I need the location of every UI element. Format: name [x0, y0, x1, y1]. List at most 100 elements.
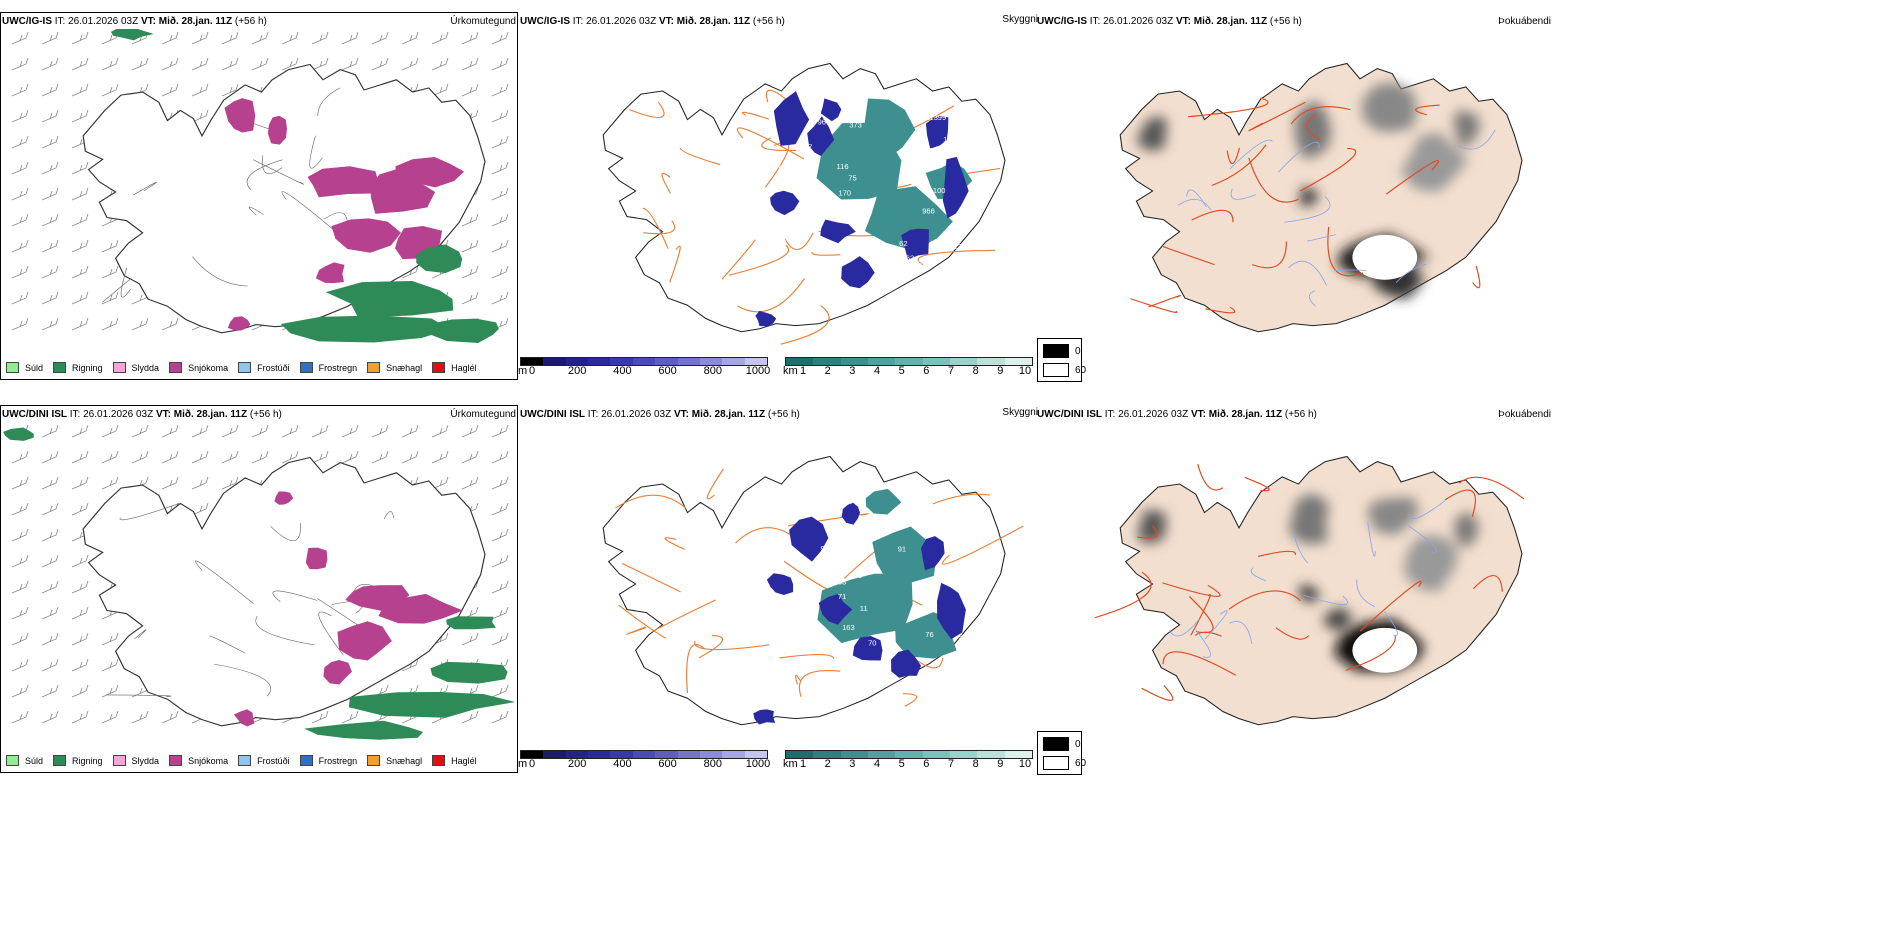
legend-item: Frostúði: [238, 362, 290, 373]
snow-patch: [274, 491, 294, 505]
wind-barb: [41, 135, 59, 149]
wind-barb: [491, 57, 509, 71]
colorbar-tick: 5: [898, 758, 905, 770]
wind-barb: [461, 450, 479, 464]
wind-barb: [371, 424, 389, 438]
visibility-value-label: 76: [925, 630, 933, 639]
fog-indicator-area: [1289, 493, 1329, 545]
wind-barb: [161, 424, 179, 438]
road-line: [1299, 147, 1357, 192]
visibility-value-label: 91: [898, 545, 906, 554]
river-line: [1293, 533, 1309, 564]
wind-barb: [281, 424, 299, 438]
colorbar-segment: [565, 358, 589, 365]
glacier-area: [1352, 234, 1418, 280]
river-line: [1229, 139, 1273, 170]
road-line: [779, 654, 835, 660]
panel-title-visibility: Skyggni: [1002, 14, 1038, 25]
road-line: [192, 256, 248, 287]
colorbar-tick: 3: [849, 758, 856, 770]
init-time: IT: 26.01.2026 03Z: [1089, 16, 1174, 27]
river-line: [1307, 234, 1336, 242]
road-line: [629, 101, 665, 119]
panel-header: UWC/DINI ISL IT: 26.01.2026 03Z VT: Mið.…: [2, 409, 282, 421]
fog-indicator-area: [1298, 185, 1318, 207]
fog-map: [1094, 455, 1525, 726]
wind-barb: [71, 31, 89, 45]
river-line: [1168, 618, 1200, 637]
glacier-area: [1352, 627, 1418, 673]
river-line: [1250, 567, 1267, 582]
precip-type-panel: UWC/IG-IS IT: 26.01.2026 03Z VT: Mið. 28…: [0, 12, 520, 382]
colorbar-segment: [632, 358, 656, 365]
panel-header: UWC/DINI ISL IT: 26.01.2026 03Z VT: Mið.…: [1037, 409, 1317, 421]
init-time: IT: 26.01.2026 03Z: [54, 16, 139, 27]
very-low-visibility-area: [818, 593, 853, 625]
road-line: [686, 643, 706, 693]
fog-indicator-area: [1403, 535, 1458, 593]
road-line: [262, 155, 283, 175]
visibility-panel: UWC/DINI ISL IT: 26.01.2026 03Z VT: Mið.…: [518, 405, 1040, 775]
legend-item: Slydda: [112, 755, 160, 766]
wind-barb: [71, 658, 89, 672]
visibility-value-label: 62: [899, 239, 907, 248]
road-line: [642, 207, 669, 249]
wind-barb: [71, 632, 89, 646]
wind-barb: [41, 580, 59, 594]
legend-swatch: [53, 362, 67, 373]
wind-barb: [431, 424, 449, 438]
legend-swatch: [6, 362, 19, 373]
road-line: [1244, 476, 1270, 492]
colorbar-km-bar: [785, 357, 1033, 366]
wind-barb: [71, 684, 89, 698]
river-line: [1395, 263, 1427, 283]
road-line: [1162, 651, 1237, 676]
legend-item: Snjókoma: [169, 755, 228, 766]
rain-band: [304, 720, 424, 740]
legend-label: Haglél: [451, 362, 477, 373]
legend-label: Haglél: [451, 755, 477, 766]
very-low-visibility-area: [852, 635, 883, 661]
legend-label: Slydda: [131, 755, 160, 766]
road-line: [1211, 144, 1267, 186]
fog-legend-row: 0: [1043, 737, 1081, 751]
legend-label: Snjókoma: [188, 362, 229, 373]
wind-barb: [491, 135, 509, 149]
init-time: IT: 26.01.2026 03Z: [69, 409, 154, 420]
wind-barb: [161, 450, 179, 464]
very-low-visibility-area: [766, 573, 794, 596]
snow-patch: [323, 659, 352, 685]
lead-time: (+56 h): [1269, 16, 1302, 27]
visibility-value-label: 73: [931, 161, 939, 170]
road-line: [679, 147, 721, 166]
colorbar-kilometers: km 1 2 3 4 5 6 7 8 9 10: [783, 357, 1035, 379]
road-line: [246, 159, 283, 191]
wind-barb: [101, 424, 119, 438]
road-line: [1094, 571, 1152, 619]
rain-band: [110, 29, 154, 41]
wind-barb: [461, 291, 479, 305]
road-line: [652, 599, 716, 632]
wind-barb: [41, 265, 59, 279]
colorbar-tick: 800: [703, 758, 722, 770]
snow-patch: [267, 115, 287, 145]
river-line: [1367, 522, 1376, 557]
colorbar-segment: [977, 358, 1005, 365]
wind-barb: [41, 684, 59, 698]
wind-barb: [401, 424, 419, 438]
very-low-visibility-area: [937, 582, 966, 640]
wind-barb: [41, 502, 59, 516]
very-low-visibility-area: [841, 256, 875, 289]
legend-item: Frostregn: [299, 755, 357, 766]
legend-item: Haglél: [432, 755, 477, 766]
colorbar-tick: 1: [799, 365, 807, 377]
wind-barb: [281, 31, 299, 45]
wind-barb: [41, 161, 59, 175]
wind-barb: [221, 476, 239, 490]
very-low-visibility-area: [841, 502, 861, 525]
road-line: [105, 694, 172, 697]
very-low-visibility-area: [770, 190, 800, 216]
colorbar-segment: [813, 358, 841, 365]
wind-barb: [41, 83, 59, 97]
panel-header: UWC/IG-IS IT: 26.01.2026 03Z VT: Mið. 28…: [520, 16, 785, 28]
